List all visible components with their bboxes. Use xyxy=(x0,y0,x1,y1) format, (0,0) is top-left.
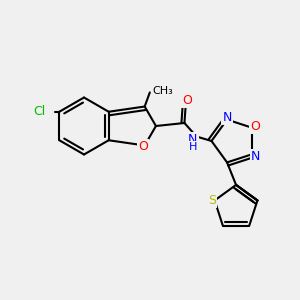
Text: CH₃: CH₃ xyxy=(153,86,174,96)
Text: N: N xyxy=(250,150,260,163)
Text: N: N xyxy=(222,111,232,124)
Text: S: S xyxy=(208,194,216,207)
Text: O: O xyxy=(138,140,148,154)
Text: H: H xyxy=(189,142,197,152)
Text: Cl: Cl xyxy=(34,105,46,118)
Text: N: N xyxy=(188,133,198,146)
Text: O: O xyxy=(250,120,260,133)
Text: O: O xyxy=(182,94,192,107)
